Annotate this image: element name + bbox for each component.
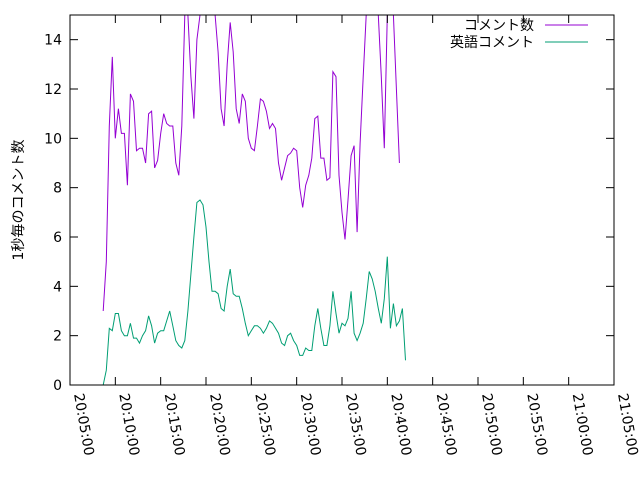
y-axis-title: 1秒毎のコメント数 (11, 140, 27, 261)
series-line-0 (102, 15, 400, 312)
y-tick-label: 4 (53, 279, 62, 295)
legend-label-1: 英語コメント (450, 34, 534, 51)
plot-series (97, 15, 406, 385)
y-tick-label: 8 (53, 181, 62, 197)
series-line-1 (97, 199, 406, 385)
y-tick-label: 10 (44, 131, 62, 147)
legend-label-0: コメント数 (464, 18, 534, 34)
y-tick-label: 0 (53, 378, 62, 394)
y-axis-ticks: 0 2 4 6 8 10 12 14 (44, 33, 614, 394)
y-tick-label: 12 (44, 82, 62, 98)
y-tick-label: 14 (44, 33, 62, 49)
y-tick-label: 6 (53, 230, 62, 246)
y-tick-label: 2 (53, 329, 62, 345)
